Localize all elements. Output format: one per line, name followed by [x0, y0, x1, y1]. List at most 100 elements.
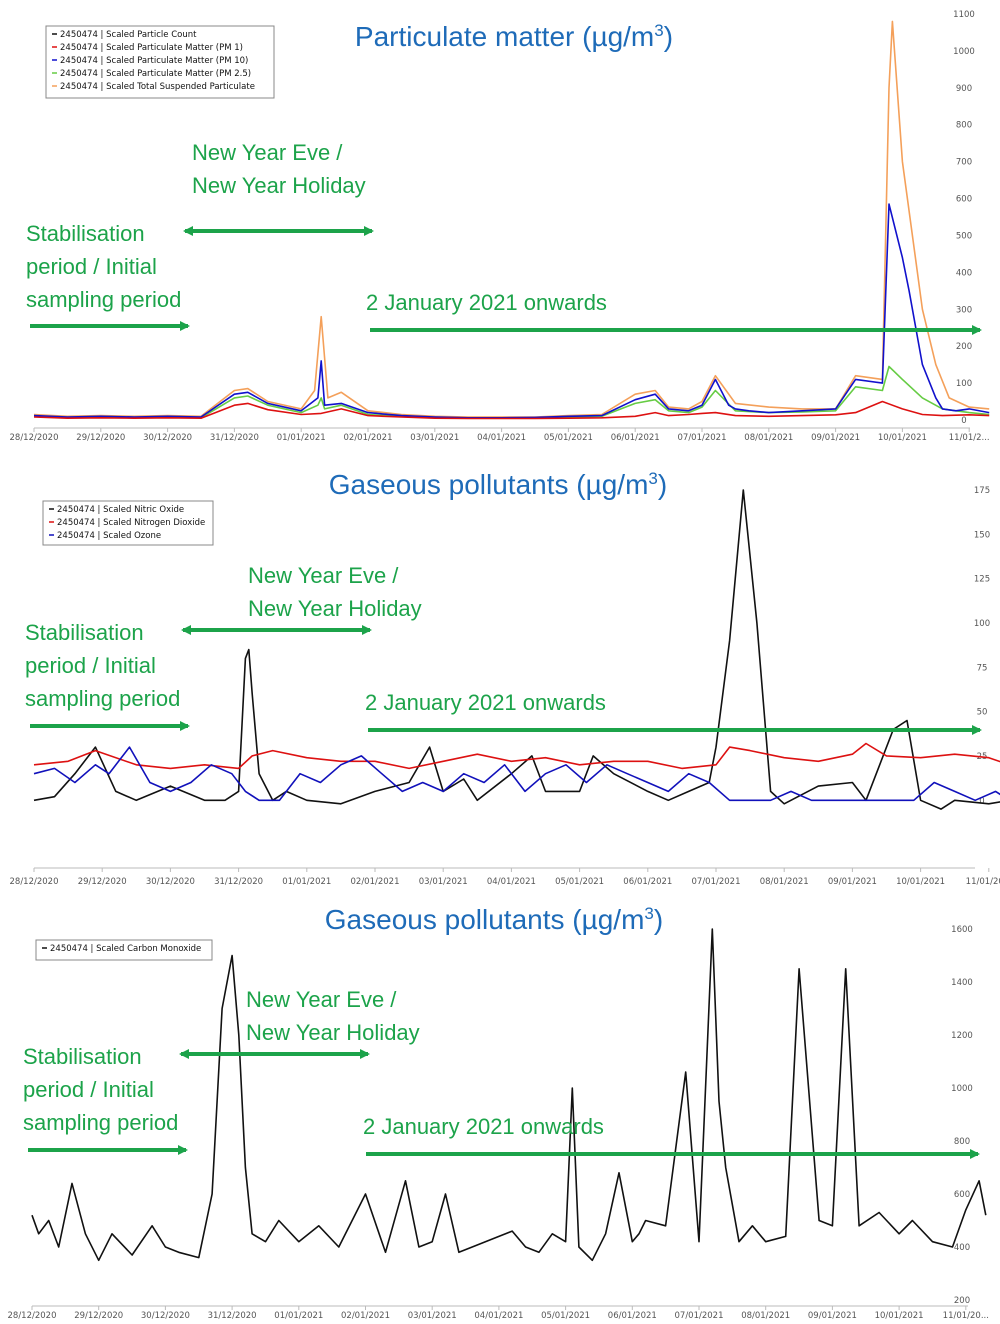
- holiday-label-line1: New Year Eve /: [248, 563, 399, 588]
- series-line-1: [33, 400, 990, 420]
- holiday-label-line2: New Year Holiday: [248, 596, 422, 621]
- onwards-label: 2 January 2021 onwards: [365, 690, 606, 715]
- x-tick-label: 05/01/2021: [544, 433, 593, 443]
- y-tick-label: 900: [956, 84, 972, 94]
- y-tick-label: 0: [961, 416, 966, 426]
- x-tick-label: 11/01/20...: [943, 1311, 989, 1321]
- x-tick-label: 29/12/2020: [74, 1311, 123, 1321]
- series-line-0: [33, 489, 1000, 810]
- y-tick-label: 100: [956, 379, 972, 389]
- y-tick-label: 800: [956, 121, 972, 131]
- x-tick-label: 02/01/2021: [344, 433, 393, 443]
- y-tick-label: 600: [954, 1190, 970, 1200]
- x-tick-label: 02/01/2021: [351, 877, 400, 887]
- x-tick-label: 05/01/2021: [555, 877, 604, 887]
- legend-entry[interactable]: 2450474 | Scaled Particle Count: [60, 30, 197, 40]
- y-tick-label: 175: [974, 486, 990, 496]
- x-tick-label: 29/12/2020: [76, 433, 125, 443]
- stabilisation-label-line3: sampling period: [23, 1110, 178, 1135]
- y-tick-label: 1000: [951, 1084, 973, 1094]
- gas-annotations: New Year Eve / New Year Holiday Stabilis…: [25, 563, 606, 715]
- y-tick-label: 400: [956, 268, 972, 278]
- x-tick-label: 30/12/2020: [141, 1311, 190, 1321]
- y-tick-label: 200: [956, 342, 972, 352]
- legend-entry[interactable]: 2450474 | Scaled Particulate Matter (PM …: [60, 69, 251, 79]
- x-tick-label: 01/01/2021: [282, 877, 331, 887]
- legend-entry[interactable]: 2450474 | Scaled Total Suspended Particu…: [60, 82, 255, 92]
- x-tick-label: 01/01/2021: [274, 1311, 323, 1321]
- x-tick-label: 31/12/2020: [208, 1311, 257, 1321]
- x-tick-label: 30/12/2020: [143, 433, 192, 443]
- legend-entry[interactable]: 2450474 | Scaled Particulate Matter (PM …: [60, 43, 243, 53]
- x-tick-label: 06/01/2021: [611, 433, 660, 443]
- y-tick-label: 200: [954, 1296, 970, 1306]
- legend-box: [35, 939, 213, 961]
- x-tick-label: 31/12/2020: [210, 433, 259, 443]
- co-chart-panel: 28/12/2020 29/12/2020 30/12/2020 31/12/2020…: [8, 925, 989, 1321]
- y-tick-label: 125: [974, 575, 990, 585]
- y-tick-label: 0: [979, 796, 984, 806]
- x-tick-label: 06/01/2021: [623, 877, 672, 887]
- x-tick-label: 28/12/2020: [8, 1311, 57, 1321]
- y-tick-label: 100: [974, 619, 990, 629]
- x-tick-label: 08/01/2021: [744, 433, 793, 443]
- legend-entry[interactable]: 2450474 | Scaled Particulate Matter (PM …: [60, 56, 248, 66]
- x-tick-label: 03/01/2021: [410, 433, 459, 443]
- y-tick-label: 800: [954, 1137, 970, 1147]
- x-tick-label: 03/01/2021: [408, 1311, 457, 1321]
- series-line-2: [33, 203, 990, 419]
- x-tick-label: 09/01/2021: [808, 1311, 857, 1321]
- legend-entry[interactable]: 2450474 | Scaled Nitrogen Dioxide: [57, 518, 205, 528]
- x-tick-label: 04/01/2021: [487, 877, 536, 887]
- x-tick-label: 28/12/2020: [10, 433, 59, 443]
- stabilisation-label-line1: Stabilisation: [25, 620, 144, 645]
- y-tick-label: 75: [977, 663, 988, 673]
- x-tick-label: 07/01/2021: [675, 1311, 724, 1321]
- holiday-label-line2: New Year Holiday: [246, 1020, 420, 1045]
- x-tick-label: 31/12/2020: [214, 877, 263, 887]
- y-tick-label: 1200: [951, 1031, 973, 1041]
- legend-entry[interactable]: 2450474 | Scaled Carbon Monoxide: [50, 944, 201, 954]
- legend-box: [42, 500, 214, 546]
- legend-box: [45, 25, 275, 99]
- y-tick-label: 500: [956, 231, 972, 241]
- stabilisation-label-line3: sampling period: [26, 287, 181, 312]
- x-tick-label: 02/01/2021: [341, 1311, 390, 1321]
- series-line-2: [33, 746, 1000, 802]
- x-tick-label: 03/01/2021: [419, 877, 468, 887]
- x-tick-label: 06/01/2021: [608, 1311, 657, 1321]
- x-tick-label: 05/01/2021: [541, 1311, 590, 1321]
- x-tick-label: 07/01/2021: [678, 433, 727, 443]
- pm-chart-panel: 28/12/2020 29/12/2020 30/12/2020 31/12/2020…: [10, 10, 990, 443]
- co-annotations: New Year Eve / New Year Holiday Stabilis…: [23, 987, 604, 1139]
- series-line-1: [33, 742, 1000, 770]
- x-tick-label: 29/12/2020: [78, 877, 127, 887]
- gas-chart-title: Gaseous pollutants (µg/m3): [329, 469, 667, 500]
- pm-chart-title: Particulate matter (µg/m3): [355, 21, 673, 52]
- series-line-0: [31, 928, 987, 1262]
- stabilisation-label-line3: sampling period: [25, 686, 180, 711]
- legend-entry[interactable]: 2450474 | Scaled Nitric Oxide: [57, 505, 184, 515]
- y-tick-label: 1400: [951, 978, 973, 988]
- legend-entry[interactable]: 2450474 | Scaled Ozone: [57, 531, 161, 541]
- y-tick-label: 400: [954, 1243, 970, 1253]
- x-tick-label: 09/01/2021: [828, 877, 877, 887]
- gas-chart-panel: 28/12/2020 29/12/2020 30/12/2020 31/12/2020…: [10, 486, 1000, 887]
- y-tick-label: 50: [977, 708, 988, 718]
- co-chart-title: Gaseous pollutants (µg/m3): [325, 904, 663, 935]
- holiday-label-line1: New Year Eve /: [246, 987, 397, 1012]
- onwards-label: 2 January 2021 onwards: [363, 1114, 604, 1139]
- x-tick-label: 10/01/2021: [896, 877, 945, 887]
- x-tick-label: 09/01/2021: [811, 433, 860, 443]
- holiday-label-line1: New Year Eve /: [192, 140, 343, 165]
- x-tick-label: 10/01/2021: [878, 433, 927, 443]
- x-tick-label: 08/01/2021: [741, 1311, 790, 1321]
- stabilisation-label-line1: Stabilisation: [23, 1044, 142, 1069]
- x-tick-label: 08/01/2021: [760, 877, 809, 887]
- y-tick-label: 1100: [953, 10, 975, 20]
- stabilisation-label-line2: period / Initial: [25, 653, 156, 678]
- stabilisation-label-line1: Stabilisation: [26, 221, 145, 246]
- series-line-4: [33, 20, 990, 418]
- x-tick-label: 07/01/2021: [692, 877, 741, 887]
